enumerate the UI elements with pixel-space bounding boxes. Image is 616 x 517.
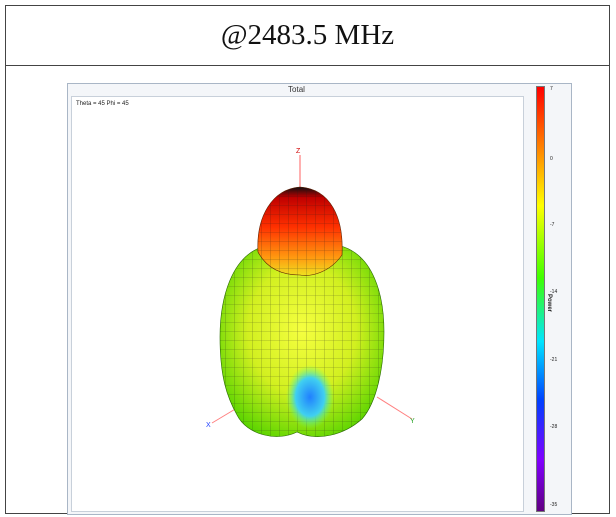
y-axis-label: Y: [410, 418, 415, 425]
view-angle-text: Theta = 45 Phi = 45: [76, 101, 129, 107]
colorbar-tick: 0: [550, 156, 553, 162]
colorbar-tick: -7: [550, 222, 555, 228]
x-axis-label: X: [206, 422, 211, 429]
radiation-pattern-3d: Z X Y: [206, 148, 415, 437]
z-axis-label: Z: [296, 148, 301, 155]
colorbar: [536, 86, 545, 512]
plot-window: Total Theta = 45 Phi = 45: [67, 83, 572, 515]
main-lobe-mesh: [257, 187, 343, 276]
radiation-plot-area: Theta = 45 Phi = 45: [71, 96, 524, 512]
y-axis-line: [376, 396, 413, 420]
window-title: Total: [288, 85, 305, 94]
colorbar-tick: -35: [550, 502, 558, 508]
bottom-null-region: [286, 365, 334, 429]
colorbar-tick: 7: [550, 86, 553, 92]
lower-body-mesh: [220, 242, 384, 437]
colorbar-tick: -28: [550, 424, 558, 430]
frequency-title: @2483.5 MHz: [6, 6, 609, 66]
colorbar-tick: -21: [550, 357, 558, 363]
colorbar-tick: -14: [550, 289, 558, 295]
colorbar-label: Power: [546, 294, 552, 313]
